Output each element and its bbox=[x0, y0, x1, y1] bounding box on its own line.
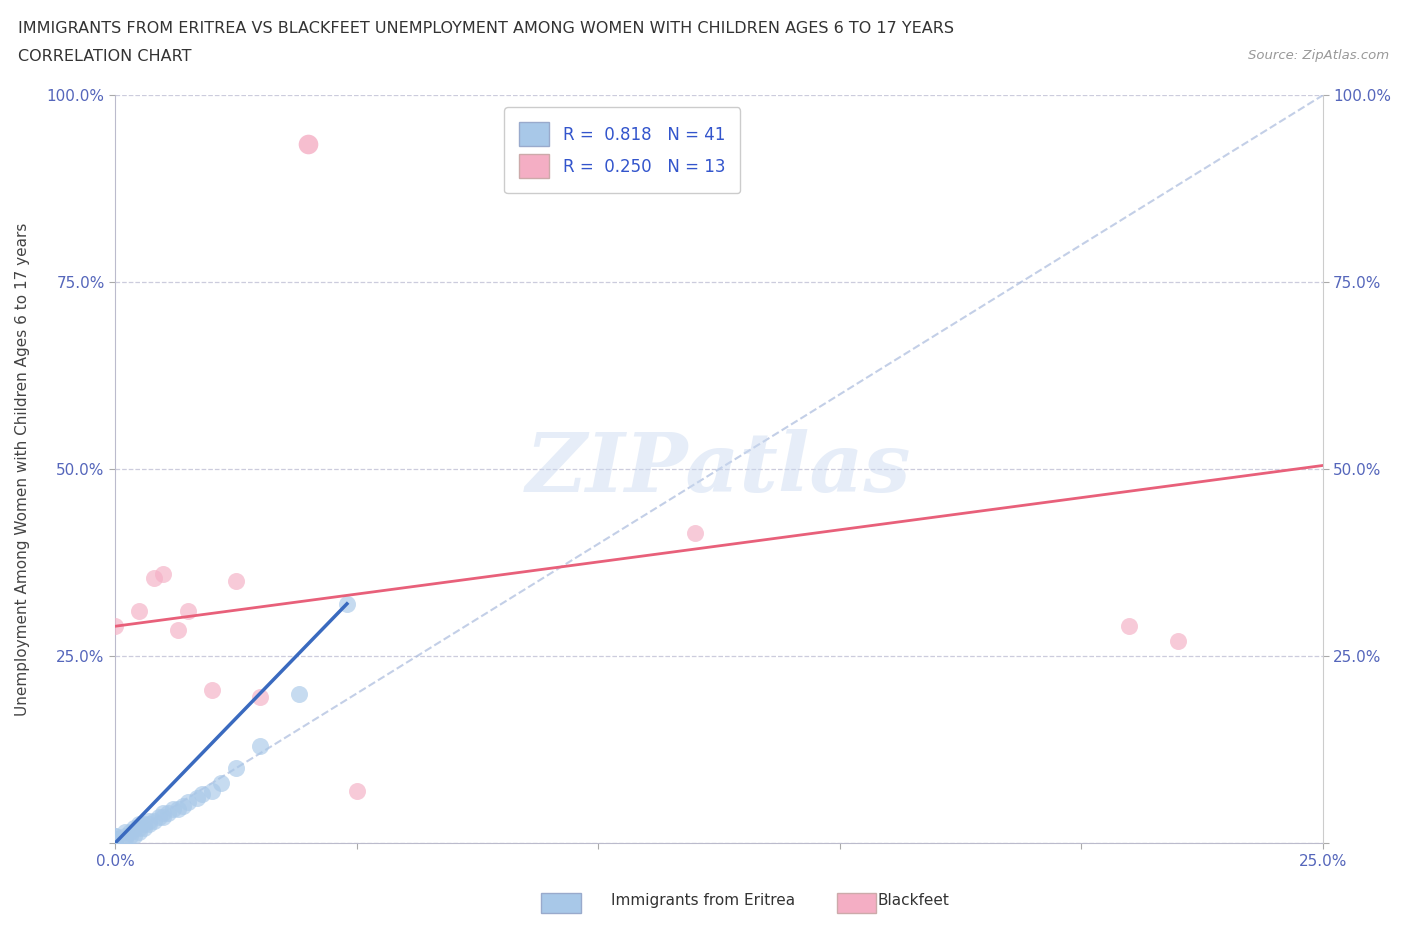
Point bbox=[152, 566, 174, 581]
Point bbox=[249, 690, 271, 705]
Point bbox=[104, 832, 127, 847]
Point bbox=[186, 790, 208, 805]
Text: Blackfeet: Blackfeet bbox=[877, 893, 950, 908]
Point bbox=[114, 829, 136, 844]
Point bbox=[128, 604, 150, 618]
Point bbox=[167, 622, 190, 637]
Point bbox=[162, 802, 184, 817]
Point bbox=[104, 836, 127, 851]
Point bbox=[104, 829, 127, 844]
Text: Source: ZipAtlas.com: Source: ZipAtlas.com bbox=[1249, 49, 1389, 62]
Point bbox=[104, 836, 127, 851]
Point bbox=[346, 783, 368, 798]
Point bbox=[176, 794, 198, 809]
Point bbox=[142, 813, 165, 828]
Point bbox=[176, 604, 198, 618]
Point bbox=[148, 809, 170, 824]
Point bbox=[128, 820, 150, 835]
Point bbox=[104, 832, 127, 847]
Point bbox=[138, 817, 160, 831]
Point bbox=[142, 570, 165, 585]
Point bbox=[201, 683, 224, 698]
Point bbox=[128, 817, 150, 831]
Point bbox=[128, 824, 150, 839]
Point bbox=[124, 820, 146, 835]
Point bbox=[297, 137, 319, 152]
Point bbox=[132, 817, 155, 831]
Point bbox=[104, 836, 127, 851]
Text: ZIPatlas: ZIPatlas bbox=[526, 430, 911, 510]
Point bbox=[287, 686, 309, 701]
Point bbox=[104, 829, 127, 844]
Text: Immigrants from Eritrea: Immigrants from Eritrea bbox=[612, 893, 794, 908]
Point bbox=[225, 574, 247, 589]
Point bbox=[124, 829, 146, 844]
Point bbox=[152, 809, 174, 824]
Text: CORRELATION CHART: CORRELATION CHART bbox=[18, 49, 191, 64]
Point bbox=[104, 836, 127, 851]
Point bbox=[1167, 633, 1189, 648]
Point bbox=[138, 813, 160, 828]
Point bbox=[172, 798, 194, 813]
Point bbox=[201, 783, 224, 798]
Text: IMMIGRANTS FROM ERITREA VS BLACKFEET UNEMPLOYMENT AMONG WOMEN WITH CHILDREN AGES: IMMIGRANTS FROM ERITREA VS BLACKFEET UNE… bbox=[18, 21, 955, 36]
Point bbox=[118, 824, 141, 839]
Point bbox=[104, 832, 127, 847]
Point bbox=[249, 738, 271, 753]
Legend: R =  0.818   N = 41, R =  0.250   N = 13: R = 0.818 N = 41, R = 0.250 N = 13 bbox=[505, 108, 740, 193]
Point bbox=[683, 525, 706, 540]
Point bbox=[114, 832, 136, 847]
Point bbox=[152, 805, 174, 820]
Point bbox=[118, 829, 141, 844]
Point bbox=[1118, 618, 1140, 633]
Point bbox=[114, 824, 136, 839]
Point bbox=[132, 820, 155, 835]
Point bbox=[104, 836, 127, 851]
Point bbox=[157, 805, 180, 820]
Point bbox=[104, 618, 127, 633]
Point bbox=[336, 596, 359, 611]
Point bbox=[225, 761, 247, 776]
Point bbox=[167, 802, 190, 817]
Point bbox=[191, 787, 214, 802]
Point bbox=[209, 776, 232, 790]
Y-axis label: Unemployment Among Women with Children Ages 6 to 17 years: Unemployment Among Women with Children A… bbox=[15, 222, 30, 716]
